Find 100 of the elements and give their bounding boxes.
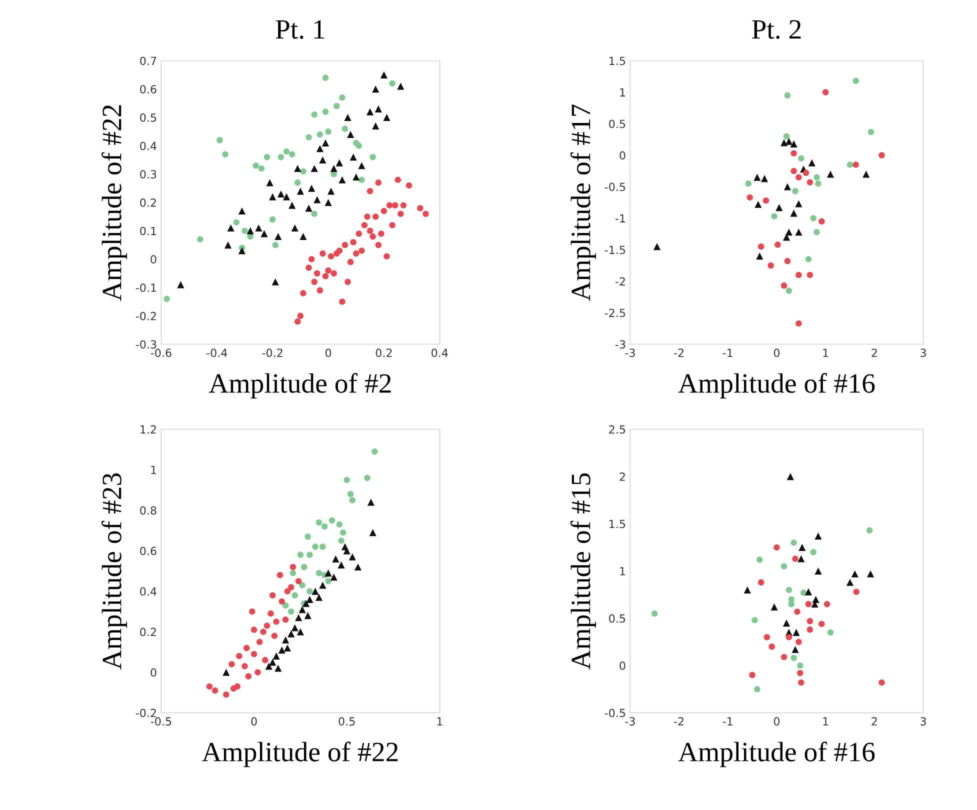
point: [878, 679, 885, 686]
y-tick-label: -2: [615, 277, 625, 286]
point: [272, 242, 278, 248]
point: [785, 228, 792, 236]
point: [774, 544, 780, 551]
x-tick-label: 2: [872, 348, 877, 357]
point: [302, 600, 310, 607]
point: [752, 617, 758, 624]
point: [299, 582, 306, 588]
point: [252, 162, 259, 169]
y-tick-label: -0.5: [604, 708, 626, 718]
point: [348, 553, 356, 560]
point: [758, 243, 764, 250]
point: [798, 155, 804, 162]
point: [278, 646, 286, 654]
point: [304, 534, 311, 540]
point: [814, 532, 822, 540]
point: [366, 228, 374, 234]
y-tick-label: 1: [620, 88, 625, 96]
point: [790, 150, 797, 156]
y-axis-title: Amplitude of #22: [102, 105, 128, 301]
point: [754, 686, 760, 692]
point: [330, 164, 338, 172]
point: [846, 578, 854, 586]
y-tick-label: 0.8: [140, 506, 156, 515]
point: [197, 236, 204, 242]
x-tick-label: 0.5: [338, 717, 355, 726]
point: [288, 151, 296, 158]
point: [744, 586, 751, 594]
x-tick-label: 2: [872, 717, 877, 726]
y-tick-label: 0: [620, 151, 626, 160]
point: [212, 687, 218, 694]
point: [272, 652, 280, 660]
point: [282, 636, 290, 644]
point: [800, 590, 807, 596]
point: [164, 296, 170, 302]
point: [774, 242, 781, 248]
point: [768, 262, 774, 269]
point: [282, 602, 289, 609]
point: [784, 258, 791, 264]
point: [311, 278, 318, 285]
point: [806, 179, 814, 186]
y-tick-label: 0.3: [140, 170, 156, 179]
point: [770, 603, 778, 610]
point: [366, 188, 374, 194]
x-tick-label: -2: [674, 717, 684, 726]
point: [273, 618, 280, 625]
point: [338, 538, 344, 544]
point: [308, 256, 315, 262]
point: [378, 230, 384, 237]
x-tick-label: 0: [774, 348, 780, 358]
point: [353, 250, 360, 257]
point: [776, 204, 783, 212]
x-axis-title: Amplitude of #16: [678, 373, 875, 399]
point: [784, 183, 792, 190]
point: [798, 679, 804, 686]
point: [320, 250, 326, 257]
point: [824, 601, 830, 608]
point: [300, 290, 306, 296]
point: [372, 448, 378, 455]
point: [372, 86, 380, 93]
point: [291, 224, 298, 232]
point: [358, 162, 366, 170]
x-tick-label: 0: [251, 717, 257, 726]
point: [375, 242, 382, 248]
point: [851, 570, 858, 578]
point: [786, 586, 792, 594]
point: [347, 258, 354, 266]
point: [216, 137, 223, 144]
point: [792, 556, 798, 562]
x-tick-label: 0: [774, 717, 780, 726]
point: [794, 608, 800, 615]
point: [798, 555, 805, 562]
point: [269, 216, 276, 223]
x-tick-label: -0.2: [262, 348, 282, 358]
point: [349, 497, 356, 504]
point: [269, 592, 276, 598]
x-tick-label: -1: [722, 717, 732, 726]
point: [380, 208, 388, 214]
point: [177, 281, 184, 288]
point: [878, 152, 885, 158]
point: [314, 270, 320, 276]
point: [366, 108, 374, 116]
point: [325, 267, 332, 274]
point: [785, 138, 792, 145]
point: [397, 82, 404, 90]
y-tick-label: 1.5: [610, 56, 626, 66]
point: [356, 230, 362, 237]
point: [264, 622, 270, 629]
point: [306, 552, 313, 558]
point: [274, 232, 282, 240]
point: [806, 272, 814, 278]
point: [272, 278, 279, 286]
point: [316, 131, 324, 138]
y-axis-title: Amplitude of #17: [570, 104, 596, 301]
y-tick-label: 1: [151, 466, 156, 474]
point: [786, 288, 792, 294]
point: [324, 570, 332, 577]
point: [796, 638, 802, 646]
point: [294, 318, 301, 325]
